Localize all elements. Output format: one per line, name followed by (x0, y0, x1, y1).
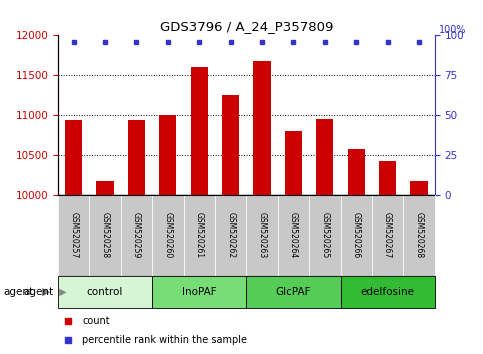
Text: GlcPAF: GlcPAF (276, 287, 311, 297)
Bar (403, 195, 435, 276)
Text: GSM520265: GSM520265 (320, 212, 329, 258)
Text: 100%: 100% (439, 25, 466, 35)
Bar (58, 195, 89, 276)
Text: GSM520264: GSM520264 (289, 212, 298, 258)
Text: GSM520267: GSM520267 (383, 212, 392, 258)
Text: GSM520259: GSM520259 (132, 212, 141, 258)
Text: percentile rank within the sample: percentile rank within the sample (82, 335, 247, 345)
Bar (246, 195, 278, 276)
Bar (222, 95, 239, 195)
Bar (278, 195, 309, 276)
Bar (316, 119, 333, 195)
Bar (184, 195, 215, 276)
Text: control: control (87, 287, 123, 297)
Bar (215, 195, 246, 276)
Bar (89, 195, 121, 276)
Bar (159, 115, 176, 195)
Bar (58, 276, 152, 308)
Text: ▶: ▶ (56, 287, 66, 297)
Text: InoPAF: InoPAF (182, 287, 216, 297)
Bar (128, 120, 145, 195)
Bar (97, 181, 114, 195)
Text: GSM520258: GSM520258 (100, 212, 110, 258)
Text: ▶: ▶ (42, 287, 50, 297)
Bar (285, 131, 302, 195)
Bar (341, 195, 372, 276)
Text: GSM520262: GSM520262 (226, 212, 235, 258)
Bar (191, 67, 208, 195)
Text: GSM520261: GSM520261 (195, 212, 204, 258)
Bar (254, 61, 270, 195)
Title: GDS3796 / A_24_P357809: GDS3796 / A_24_P357809 (160, 20, 333, 33)
Text: GSM520263: GSM520263 (257, 212, 267, 258)
Text: count: count (82, 316, 110, 326)
Bar (246, 276, 341, 308)
Text: agent: agent (3, 287, 33, 297)
Bar (348, 148, 365, 195)
Bar (65, 120, 82, 195)
Text: edelfosine: edelfosine (361, 287, 414, 297)
Bar (379, 161, 396, 195)
Bar (152, 195, 184, 276)
Bar (411, 181, 427, 195)
Bar (309, 195, 341, 276)
Text: GSM520266: GSM520266 (352, 212, 361, 258)
Bar (372, 195, 403, 276)
Bar (341, 276, 435, 308)
Text: GSM520268: GSM520268 (414, 212, 424, 258)
Text: agent: agent (23, 287, 53, 297)
Text: GSM520257: GSM520257 (69, 212, 78, 258)
Bar (121, 195, 152, 276)
Bar (152, 276, 246, 308)
Text: GSM520260: GSM520260 (163, 212, 172, 258)
